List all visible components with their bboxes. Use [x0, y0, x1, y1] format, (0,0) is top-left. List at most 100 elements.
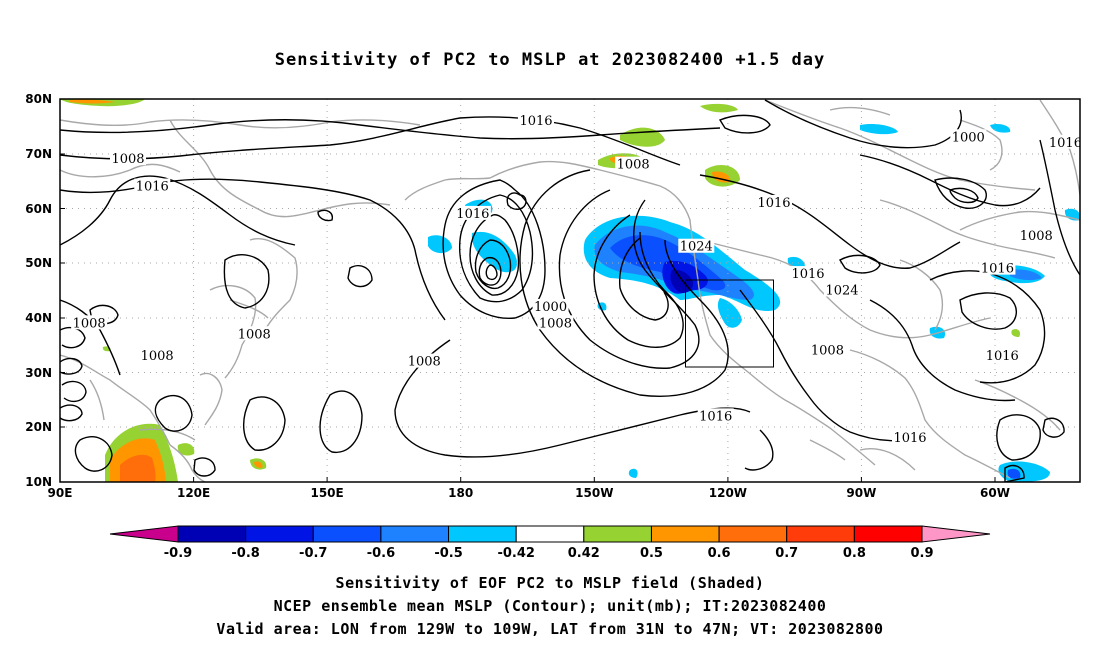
- x-tick-label-120w: 120W: [709, 486, 747, 500]
- caption-valid-area: Valid area: LON from 129W to 109W, LAT f…: [216, 620, 884, 638]
- map-plot-area: 1016 1008 1016 1016 1008 1016 1024 1000 1016 1008…: [60, 99, 1082, 482]
- contour-label: 1016: [986, 349, 1019, 364]
- y-tick-label-50n: 50N: [25, 256, 52, 270]
- contour-label-bg: [1018, 227, 1055, 242]
- colorbar: -0.9 -0.8 -0.7 -0.6 -0.5 -0.42 0.42 0.5 0.6 0.7 0.…: [109, 525, 991, 561]
- contour-label: 1016: [981, 262, 1014, 277]
- contour-label-bg: [134, 178, 171, 193]
- y-tick-label-20n: 20N: [25, 420, 52, 434]
- contour-label: 1008: [73, 316, 106, 331]
- contour-label: 1000: [952, 130, 985, 145]
- map-title: Sensitivity of PC2 to MSLP at 2023082400…: [274, 50, 826, 70]
- colorbar-label: -0.8: [231, 546, 259, 561]
- contour-label: 1024: [680, 240, 713, 255]
- x-tick-label-150e: 150E: [310, 486, 343, 500]
- contour-label-bg: [110, 151, 146, 166]
- contour-label-bg: [532, 298, 569, 313]
- colorbar-low-extend: [109, 525, 179, 543]
- colorbar-boxes: [177, 525, 923, 543]
- contour-label: 1008: [1020, 229, 1053, 244]
- contour-label-bg: [790, 266, 826, 281]
- colorbar-label: -0.7: [299, 546, 327, 561]
- contour-label-layer: 1016 1008 1016 1016 1008 1016 1024 1000 1016 1008…: [71, 112, 1082, 446]
- contour-label-bg: [406, 353, 443, 368]
- positive-sensitivity-shading: [60, 99, 1021, 482]
- contour-label: 1016: [1049, 136, 1082, 151]
- x-tick-label-90w: 90W: [846, 486, 876, 500]
- x-tick-labels: 90E 120E 150E 180 150W 120W 90W 60W: [48, 486, 1010, 500]
- colorbar-box: [583, 525, 652, 543]
- contour-label-bg: [518, 112, 554, 127]
- map-frame: [59, 98, 1081, 483]
- y-tick-label-60n: 60N: [25, 202, 52, 216]
- lat-lon-grid: [60, 99, 1080, 482]
- contour-label: 1008: [617, 158, 650, 173]
- x-tick-label-180: 180: [448, 486, 473, 500]
- x-tick-label-150w: 150W: [575, 486, 613, 500]
- colorbar-box: [853, 525, 923, 543]
- contour-label: 1008: [408, 355, 441, 370]
- contour-label-bg: [454, 205, 491, 220]
- colorbar-box: [650, 525, 720, 543]
- contour-label-bg: [979, 260, 1016, 275]
- colorbar-box: [718, 525, 788, 543]
- caption-contour: NCEP ensemble mean MSLP (Contour); unit(…: [273, 597, 827, 615]
- colorbar-box: [245, 525, 314, 543]
- colorbar-labels: -0.9 -0.8 -0.7 -0.6 -0.5 -0.42 0.42 0.5 0.6 0.7 0.…: [164, 546, 934, 561]
- colorbar-high-extend: [921, 525, 991, 543]
- colorbar-box: [515, 525, 585, 543]
- contour-label: 1008: [238, 327, 271, 342]
- contour-label: 1024: [825, 284, 858, 299]
- x-tick-label-60w: 60W: [980, 486, 1010, 500]
- contour-label-bg: [678, 238, 715, 253]
- colorbar-box: [177, 525, 247, 543]
- x-tick-label-120e: 120E: [177, 486, 210, 500]
- contour-label: 1008: [111, 152, 144, 167]
- contour-label-bg: [756, 194, 792, 209]
- contour-label: 1016: [893, 431, 926, 446]
- axis-ticks: [59, 98, 996, 483]
- contour-label-bg: [697, 408, 734, 423]
- contour-label: 1008: [811, 344, 844, 359]
- colorbar-label: 0.42: [568, 546, 600, 561]
- contour-label-bg: [892, 430, 928, 445]
- contour-label: 1016: [699, 409, 732, 424]
- contour-label-bg: [236, 326, 273, 341]
- negative-sensitivity-shading: [428, 123, 1080, 482]
- colorbar-box: [380, 525, 450, 543]
- contour-label: 1008: [539, 316, 572, 331]
- y-tick-labels: 80N 70N 60N 50N 40N 30N 20N 10N: [25, 92, 52, 489]
- contour-label-bg: [71, 315, 108, 330]
- colorbar-box: [448, 525, 517, 543]
- contour-label-bg: [1047, 134, 1080, 149]
- y-tick-label-40n: 40N: [25, 311, 52, 325]
- y-tick-label-10n: 10N: [25, 475, 52, 489]
- contour-label-bg: [824, 282, 860, 297]
- contour-label: 1016: [456, 207, 489, 222]
- contour-label: 1008: [141, 349, 174, 364]
- contour-label-bg: [139, 348, 176, 363]
- colorbar-label: -0.6: [367, 546, 395, 561]
- colorbar-label: 0.5: [640, 546, 663, 561]
- valid-area-box: [685, 279, 774, 368]
- caption-shading: Sensitivity of EOF PC2 to MSLP field (Sh…: [335, 574, 765, 592]
- mslp-contours: [60, 99, 1080, 482]
- y-tick-label-80n: 80N: [25, 92, 52, 106]
- contour-label: 1016: [519, 114, 552, 129]
- contour-label-bg: [537, 315, 574, 330]
- contour-label-bg: [809, 342, 846, 357]
- colorbar-box: [786, 525, 855, 543]
- contour-label-bg: [984, 348, 1021, 363]
- contour-label-bg: [615, 156, 652, 171]
- colorbar-label: 0.8: [843, 546, 866, 561]
- contour-label: 1016: [136, 180, 169, 195]
- colorbar-label: -0.42: [497, 546, 534, 561]
- coastlines: [60, 99, 1080, 482]
- colorbar-box: [312, 525, 382, 543]
- x-tick-label-90e: 90E: [48, 486, 73, 500]
- colorbar-label: 0.9: [910, 546, 933, 561]
- contour-label: 1000: [534, 300, 567, 315]
- colorbar-label: -0.9: [164, 546, 192, 561]
- colorbar-label: 0.6: [708, 546, 731, 561]
